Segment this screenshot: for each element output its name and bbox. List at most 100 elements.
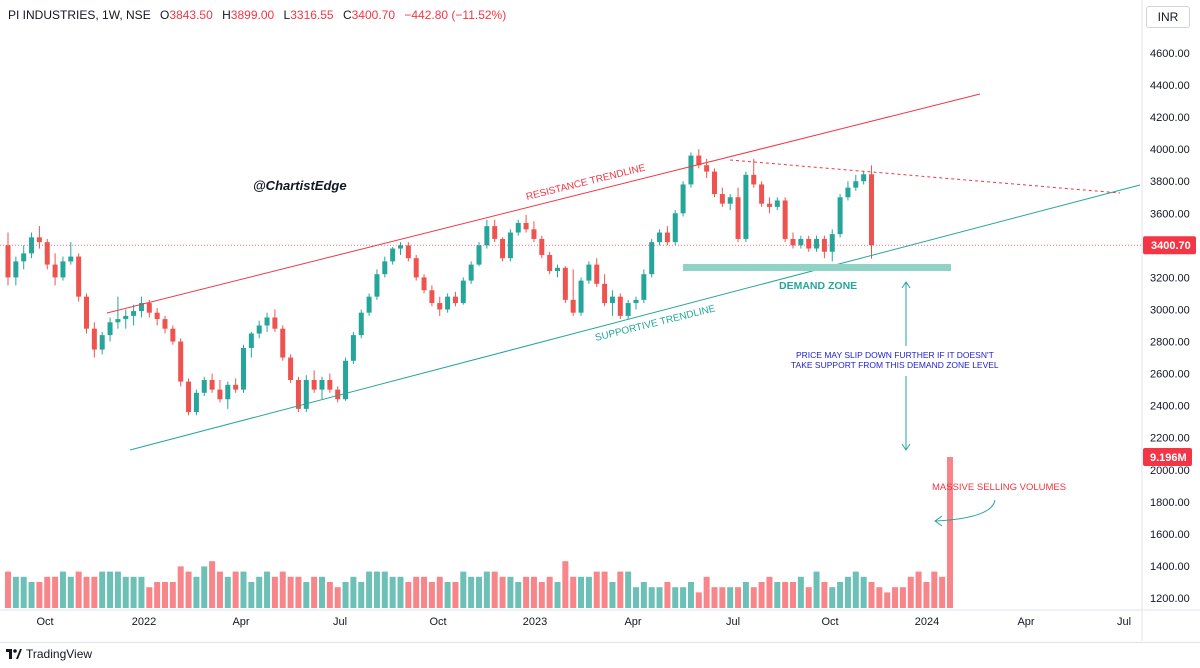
price-tick-label: 3800.00	[1150, 176, 1190, 188]
volume-bar	[860, 576, 867, 608]
candle-body	[162, 319, 168, 329]
volume-bar	[303, 582, 310, 608]
candle-body	[806, 238, 812, 249]
candle-body	[680, 184, 686, 214]
candle-body	[217, 389, 223, 400]
volume-layer	[5, 457, 953, 608]
candle-body	[398, 245, 403, 249]
candle-body	[657, 232, 663, 243]
volume-bar	[609, 582, 616, 608]
candle-body	[52, 264, 58, 278]
candle-body	[814, 238, 820, 249]
candle-body	[837, 197, 843, 235]
volume-bar	[12, 576, 19, 608]
tradingview-logo[interactable]: TradingView	[6, 647, 92, 661]
candle-body	[225, 384, 231, 400]
volume-bar	[177, 566, 184, 608]
candle-body	[641, 274, 647, 300]
volume-bar	[256, 576, 263, 608]
volume-bar	[248, 582, 255, 608]
price-tick-label: 1800.00	[1150, 497, 1190, 509]
volume-bar	[947, 457, 953, 608]
currency-selector[interactable]: INR	[1146, 6, 1190, 28]
volume-bar	[295, 576, 302, 608]
time-axis[interactable]: Oct 2022 Apr Jul Oct 2023 Apr Jul Oct 2024 Apr Jul	[0, 609, 1200, 628]
volume-bar	[844, 576, 851, 608]
demand-zone-box	[683, 264, 951, 271]
resistance-label: RESISTANCE TRENDLINE	[525, 163, 647, 203]
candle-body	[861, 174, 867, 182]
volume-bar	[601, 571, 608, 608]
candle-body	[782, 200, 788, 239]
volume-bar	[52, 576, 59, 608]
candle-body	[539, 238, 545, 255]
candle-body	[555, 267, 560, 271]
time-tick-label: 2024	[915, 616, 939, 628]
candle-body	[295, 380, 301, 409]
candle-body	[123, 315, 129, 320]
volume-bar	[915, 571, 922, 608]
volume-bar	[703, 576, 710, 608]
candle-body	[429, 290, 435, 304]
volume-bar	[421, 576, 428, 608]
candle-body	[845, 187, 851, 198]
price-tick-label: 2000.00	[1150, 465, 1190, 477]
candle-body	[21, 253, 27, 262]
time-tick-label: Oct	[821, 616, 838, 628]
candle-body	[523, 222, 529, 230]
volume-bar	[193, 576, 200, 608]
candle-body	[500, 238, 506, 259]
candle-body	[131, 311, 137, 316]
volume-bar	[491, 571, 498, 608]
candle-body	[272, 317, 278, 329]
curved-arrow-head	[934, 515, 943, 527]
volume-bar	[44, 576, 51, 608]
candle-body	[233, 384, 239, 390]
open-label: O	[160, 8, 170, 22]
volume-bar	[852, 571, 859, 608]
volume-bar	[625, 571, 632, 608]
volume-bar	[381, 571, 388, 608]
candle-body	[5, 245, 11, 278]
volume-bar	[821, 582, 828, 608]
candle-body	[869, 174, 874, 246]
volume-badge	[1143, 448, 1192, 466]
candle-body	[421, 277, 427, 291]
volume-bar	[389, 576, 396, 608]
price-axis[interactable]: 4600.00 4400.00 4200.00 4000.00 3800.00 3600.…	[1141, 0, 1196, 641]
candle-body	[390, 248, 396, 262]
candle-body	[303, 380, 309, 409]
tradingview-icon	[6, 649, 22, 659]
low-label: L	[283, 8, 291, 22]
volume-bar	[91, 576, 98, 608]
volume-bar	[436, 576, 443, 608]
volume-bar	[146, 587, 153, 608]
high-value: 3899.00	[230, 8, 275, 22]
volume-bar	[405, 582, 412, 608]
candle-body	[586, 264, 592, 281]
time-tick-label: Apr	[624, 616, 641, 628]
candle-body	[241, 347, 246, 390]
volume-bar	[742, 582, 749, 608]
candle-body	[751, 174, 757, 185]
candle-body	[186, 381, 192, 413]
time-tick-label: Oct	[429, 616, 446, 628]
volume-bar	[342, 582, 349, 608]
volume-bar	[264, 571, 271, 608]
price-tick-label: 4200.00	[1150, 112, 1190, 124]
volume-bar	[562, 561, 569, 608]
candle-body	[256, 325, 262, 334]
symbol-name[interactable]: PI INDUSTRIES, 1W, NSE	[8, 8, 151, 22]
brand-name: TradingView	[26, 647, 93, 661]
volume-bar	[83, 576, 90, 608]
volume-bar	[931, 571, 938, 608]
candle-body	[335, 389, 341, 400]
volume-bar	[797, 576, 804, 608]
candle-body	[264, 317, 270, 326]
volume-bar	[169, 582, 176, 608]
close-value: 3400.70	[351, 8, 396, 22]
volume-bar	[687, 582, 694, 608]
note-line-2: TAKE SUPPORT FROM THIS DEMAND ZONE LEVEL	[791, 360, 999, 370]
time-tick-label: Jul	[726, 616, 740, 628]
